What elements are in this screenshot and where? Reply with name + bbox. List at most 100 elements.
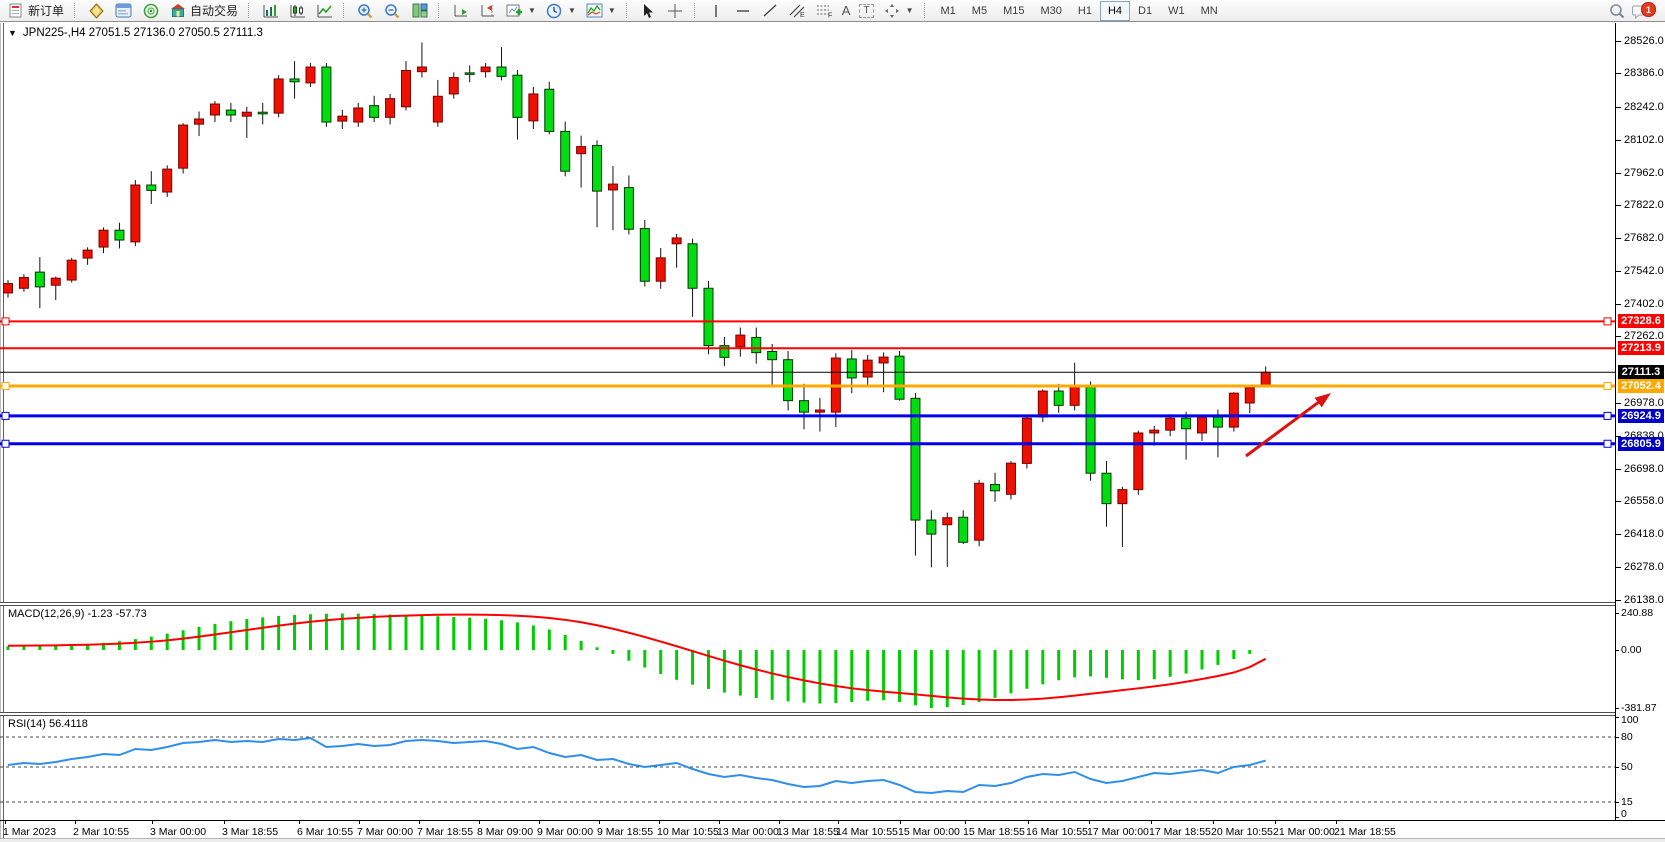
gold-diamond-button[interactable] bbox=[83, 1, 110, 21]
timeframe-button-w1[interactable]: W1 bbox=[1168, 4, 1185, 17]
equidistant-channel-tool-button[interactable]: E bbox=[784, 1, 811, 21]
fibonacci-tool-button[interactable]: F bbox=[811, 1, 838, 21]
text-label-icon: T bbox=[859, 3, 874, 18]
cursor-button[interactable] bbox=[635, 1, 662, 21]
candlestick bbox=[926, 510, 937, 568]
price-tick-label: 27542.0 bbox=[1624, 264, 1664, 277]
rsi-axis-tick bbox=[1615, 766, 1619, 768]
template-button[interactable]: ▼ bbox=[581, 1, 621, 21]
time-tick-label: 8 Mar 09:00 bbox=[477, 826, 534, 838]
candlestick bbox=[66, 257, 77, 283]
auto-scroll-button[interactable] bbox=[447, 1, 474, 21]
time-tick-label: 3 Mar 18:55 bbox=[222, 826, 279, 838]
candlestick-chart-button[interactable] bbox=[284, 1, 311, 21]
tile-windows-button[interactable] bbox=[406, 1, 433, 21]
tile-windows-icon bbox=[411, 2, 428, 19]
timeframe-button-m5[interactable]: M5 bbox=[971, 4, 988, 17]
rsi-indicator-plot[interactable] bbox=[0, 716, 1615, 820]
candlestick bbox=[990, 472, 1001, 502]
candlestick bbox=[289, 61, 300, 99]
candlestick bbox=[305, 63, 316, 87]
candlestick-chart-icon bbox=[289, 2, 306, 19]
candlestick bbox=[178, 123, 189, 174]
time-tick bbox=[419, 821, 420, 824]
candlestick bbox=[958, 510, 969, 544]
new-chart-button[interactable]: ▼ bbox=[501, 1, 541, 21]
chart-shift-button[interactable] bbox=[474, 1, 501, 21]
candlestick bbox=[1244, 386, 1255, 414]
equidistant-channel-icon: E bbox=[789, 2, 806, 19]
candlestick bbox=[671, 233, 682, 268]
rsi-axis-label: 0 bbox=[1621, 808, 1627, 820]
crosshair-icon bbox=[667, 2, 684, 19]
time-tick bbox=[1028, 821, 1029, 824]
timeframe-button-d1[interactable]: D1 bbox=[1138, 4, 1153, 17]
search-icon[interactable] bbox=[1609, 2, 1626, 19]
timeframe-button-h1[interactable]: H1 bbox=[1077, 4, 1092, 17]
line-handle[interactable] bbox=[1, 317, 10, 326]
time-tick bbox=[779, 821, 780, 824]
panel-separator[interactable] bbox=[0, 712, 1665, 716]
zoom-in-button[interactable] bbox=[352, 1, 379, 21]
line-handle[interactable] bbox=[1, 382, 10, 391]
svg-text:F: F bbox=[828, 13, 832, 19]
line-handle[interactable] bbox=[1, 411, 10, 420]
window-left-edge bbox=[0, 23, 1, 838]
line-chart-button[interactable] bbox=[311, 1, 338, 21]
macd-indicator-plot[interactable] bbox=[0, 606, 1615, 712]
trendline-tool-button[interactable] bbox=[757, 1, 784, 21]
zoom-in-icon bbox=[357, 2, 374, 19]
vertical-line-tool-button[interactable] bbox=[703, 1, 730, 21]
line-handle[interactable] bbox=[1603, 317, 1612, 326]
bar-chart-button[interactable] bbox=[257, 1, 284, 21]
price-tick bbox=[1616, 435, 1621, 437]
time-tick-label: 16 Mar 10:55 bbox=[1026, 826, 1088, 838]
price-chart-plot[interactable] bbox=[0, 23, 1615, 602]
line-handle[interactable] bbox=[1603, 439, 1612, 448]
auto-scroll-icon bbox=[452, 2, 469, 19]
time-tick-label: 2 Mar 10:55 bbox=[73, 826, 130, 838]
price-tick-label: 28102.0 bbox=[1624, 133, 1664, 146]
horizontal-line-tool-button[interactable] bbox=[730, 1, 757, 21]
price-tick bbox=[1616, 270, 1621, 272]
line-handle[interactable] bbox=[1603, 382, 1612, 391]
timeframe-button-m1[interactable]: M1 bbox=[940, 4, 956, 17]
price-tick-label: 28386.0 bbox=[1624, 67, 1664, 80]
time-tick-label: 13 Mar 18:55 bbox=[777, 826, 839, 838]
arrows-tool-button[interactable]: ▼ bbox=[879, 1, 919, 21]
new-order-button[interactable]: 新订单 bbox=[2, 1, 69, 21]
time-tick bbox=[965, 821, 966, 824]
candlestick bbox=[225, 102, 236, 123]
timeframe-button-mn[interactable]: MN bbox=[1200, 4, 1218, 17]
line-handle[interactable] bbox=[1603, 411, 1612, 420]
candlestick bbox=[1197, 415, 1207, 441]
timeframe-button-m15[interactable]: M15 bbox=[1003, 4, 1025, 17]
timeframe-button-h4[interactable]: H4 bbox=[1099, 0, 1130, 21]
chat-icon[interactable]: 1 bbox=[1632, 2, 1656, 19]
candlestick bbox=[1165, 414, 1176, 437]
window-left-border bbox=[3, 23, 4, 838]
candlestick bbox=[1181, 411, 1192, 460]
time-tick bbox=[1151, 821, 1152, 824]
price-axis[interactable]: 28526.0 28386.0 28242.0 28102.0 27962.0 27822… bbox=[1615, 23, 1665, 820]
candlestick bbox=[1228, 392, 1239, 432]
text-label-tool-button[interactable]: T bbox=[854, 1, 878, 21]
period-clock-button[interactable]: ▼ bbox=[541, 1, 581, 21]
crosshair-button[interactable] bbox=[662, 1, 689, 21]
chart-collapse-icon[interactable]: ▼ bbox=[8, 28, 17, 38]
price-tag-27052.4: 27052.4 bbox=[1618, 379, 1664, 394]
signal-button[interactable] bbox=[137, 1, 164, 21]
auto-trading-button[interactable]: 自动交易 bbox=[164, 1, 243, 21]
zoom-out-button[interactable] bbox=[379, 1, 406, 21]
macd-axis-label: 0.00 bbox=[1621, 644, 1642, 657]
terminal-window-button[interactable] bbox=[110, 1, 137, 21]
panel-separator[interactable] bbox=[0, 602, 1665, 606]
template-icon bbox=[586, 2, 603, 19]
candlestick bbox=[1101, 461, 1112, 527]
text-tool-button[interactable]: A bbox=[838, 1, 855, 21]
timeframe-button-m30[interactable]: M30 bbox=[1040, 4, 1062, 17]
rsi-axis-label: 100 bbox=[1621, 714, 1639, 726]
arrow-annotation[interactable] bbox=[1245, 397, 1324, 458]
price-tick-label: 26698.0 bbox=[1624, 462, 1664, 475]
line-handle[interactable] bbox=[1, 439, 10, 448]
